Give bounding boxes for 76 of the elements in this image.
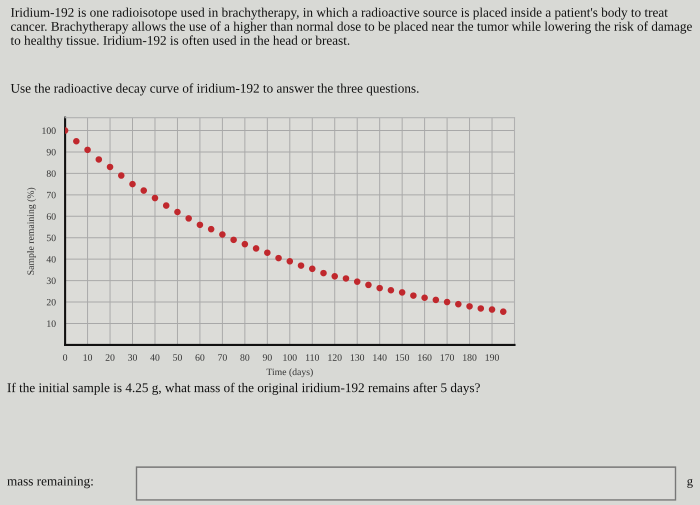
x-tick-label: 0 — [63, 354, 68, 361]
point — [84, 146, 91, 154]
x-axis-title: Time (days) — [266, 368, 313, 378]
point — [196, 222, 204, 228]
point — [455, 300, 462, 308]
y-tick-label: 10 — [47, 320, 56, 327]
text: If the initial sample is 4.25 g, what mass of the original iridium-192 remains after 5 days? — [7, 382, 480, 395]
y-tick-label: 90 — [46, 148, 56, 156]
point — [388, 286, 394, 294]
x-tick-label: 140 — [373, 354, 387, 361]
x-tick-label: 190 — [486, 354, 499, 361]
point — [174, 208, 181, 216]
point — [252, 245, 260, 252]
point — [264, 249, 271, 256]
x-tick-label: 160 — [418, 354, 432, 361]
x-tick-label: 110 — [306, 354, 320, 361]
point — [208, 226, 214, 232]
y-tick-label: 80 — [46, 170, 56, 177]
point — [275, 254, 282, 262]
y-tick-label: 20 — [46, 298, 56, 306]
point — [286, 258, 294, 265]
point — [106, 164, 114, 170]
point — [152, 194, 158, 202]
x-tick-label: 170 — [440, 354, 454, 361]
point — [298, 262, 304, 269]
point — [140, 187, 147, 194]
point — [331, 273, 338, 280]
text: mass remaining: — [7, 476, 93, 488]
point — [365, 282, 372, 288]
point — [230, 236, 237, 244]
point — [129, 180, 136, 188]
point — [376, 284, 383, 292]
point — [162, 202, 170, 209]
x-tick-label: 50 — [173, 354, 182, 361]
x-tick-label: 30 — [128, 354, 137, 361]
point — [242, 240, 248, 248]
point — [444, 298, 450, 306]
x-tick-label: 150 — [396, 354, 410, 361]
chart-title: Iridium-192 is one radioisotope used in brachytherapy, in which a radioactive source is placed inside a patient's body to treat cancer. Brachytherapy allows the use of a higher than normal dose to be placed near the tumor while lowering the risk of damage to healthy tissue. Iridium-192 is often used in the head or breast. — [10, 8, 692, 48]
chart-subtitle: Use the radioactive decay curve of iridium-192 to answer the three questions. — [10, 83, 419, 96]
x-tick-label: 100 — [283, 354, 297, 361]
x-tick-label: 180 — [463, 354, 476, 361]
y-tick-label: 60 — [46, 213, 56, 220]
x-tick-label: 80 — [240, 354, 250, 361]
point — [410, 292, 417, 299]
text: g — [687, 478, 693, 488]
x-tick-label: 70 — [218, 354, 227, 361]
point — [354, 278, 360, 285]
point — [73, 138, 80, 145]
y-tick-label: 100 — [42, 127, 56, 134]
point — [185, 215, 192, 222]
point — [466, 303, 473, 310]
point — [342, 275, 350, 282]
point — [432, 296, 440, 304]
point — [421, 294, 428, 302]
y-tick-label: 70 — [46, 192, 56, 198]
point — [219, 231, 226, 238]
y-tick-label: 30 — [46, 278, 56, 284]
point — [118, 172, 125, 179]
x-tick-label: 90 — [262, 354, 272, 361]
point — [478, 305, 484, 312]
x-tick-label: 60 — [195, 354, 204, 361]
point — [500, 308, 507, 315]
y-axis-title: Sample remaining (%) — [27, 188, 36, 275]
x-tick-label: 40 — [150, 354, 160, 361]
point — [96, 156, 102, 163]
y-tick-label: 50 — [46, 234, 56, 242]
x-tick-label: 120 — [328, 354, 342, 361]
point — [320, 270, 327, 276]
point — [398, 289, 406, 296]
x-tick-label: 130 — [350, 354, 364, 361]
y-tick-label: 40 — [46, 256, 56, 263]
point — [309, 266, 316, 272]
x-tick-label: 20 — [106, 354, 115, 361]
x-tick-label: 10 — [84, 354, 92, 361]
point — [488, 306, 496, 313]
